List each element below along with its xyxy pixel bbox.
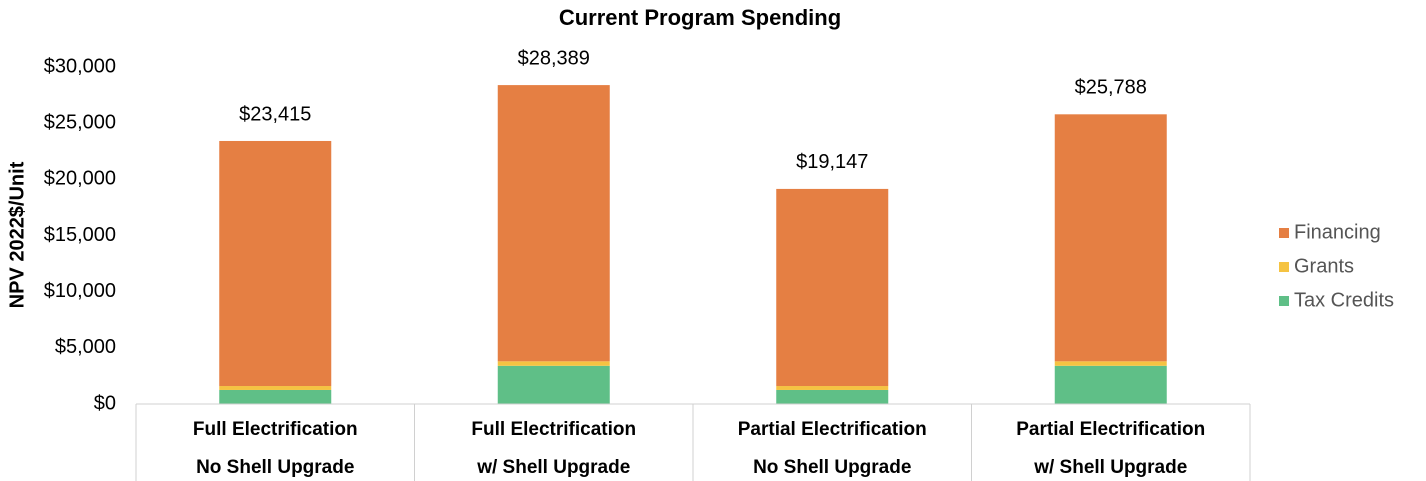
- y-tick-label: $30,000: [44, 55, 116, 77]
- legend-label: Financing: [1294, 221, 1381, 243]
- bar-segment: [497, 361, 610, 366]
- bar-segment: [497, 85, 610, 362]
- y-tick-label: $15,000: [44, 224, 116, 246]
- bar-segment: [219, 389, 332, 404]
- total-label: $28,389: [518, 47, 590, 69]
- total-label: $25,788: [1075, 77, 1147, 99]
- legend-swatch: [1279, 296, 1289, 306]
- y-tick-label: $5,000: [55, 336, 116, 358]
- x-tick-label: w/ Shell Upgrade: [476, 457, 630, 478]
- chart-title: Current Program Spending: [559, 5, 841, 30]
- total-label: $23,415: [239, 103, 311, 125]
- x-tick-label: Partial Electrification: [738, 419, 927, 440]
- x-tick-label: Full Electrification: [471, 419, 636, 440]
- x-tick-label: No Shell Upgrade: [196, 457, 354, 478]
- bar-segment: [219, 140, 332, 387]
- bar-segment: [776, 389, 889, 404]
- bar-segment: [1054, 365, 1167, 404]
- legend-label: Tax Credits: [1294, 289, 1394, 311]
- x-tick-label: Partial Electrification: [1016, 419, 1205, 440]
- y-tick-label: $20,000: [44, 168, 116, 190]
- y-tick-label: $25,000: [44, 111, 116, 133]
- y-tick-label: $0: [94, 392, 116, 414]
- legend-label: Grants: [1294, 255, 1354, 277]
- bar-segment: [776, 188, 889, 387]
- legend-swatch: [1279, 262, 1289, 272]
- total-label: $19,147: [796, 151, 868, 173]
- bar-segment: [1054, 361, 1167, 366]
- x-tick-label: w/ Shell Upgrade: [1033, 457, 1187, 478]
- bar-segment: [219, 386, 332, 390]
- bar-segment: [776, 386, 889, 390]
- bar-segment: [497, 365, 610, 404]
- y-axis-label: NPV 2022$/Unit: [6, 161, 28, 308]
- legend-swatch: [1279, 228, 1289, 238]
- x-tick-label: Full Electrification: [193, 419, 358, 440]
- bar-segment: [1054, 114, 1167, 362]
- x-tick-label: No Shell Upgrade: [753, 457, 911, 478]
- y-tick-label: $10,000: [44, 280, 116, 302]
